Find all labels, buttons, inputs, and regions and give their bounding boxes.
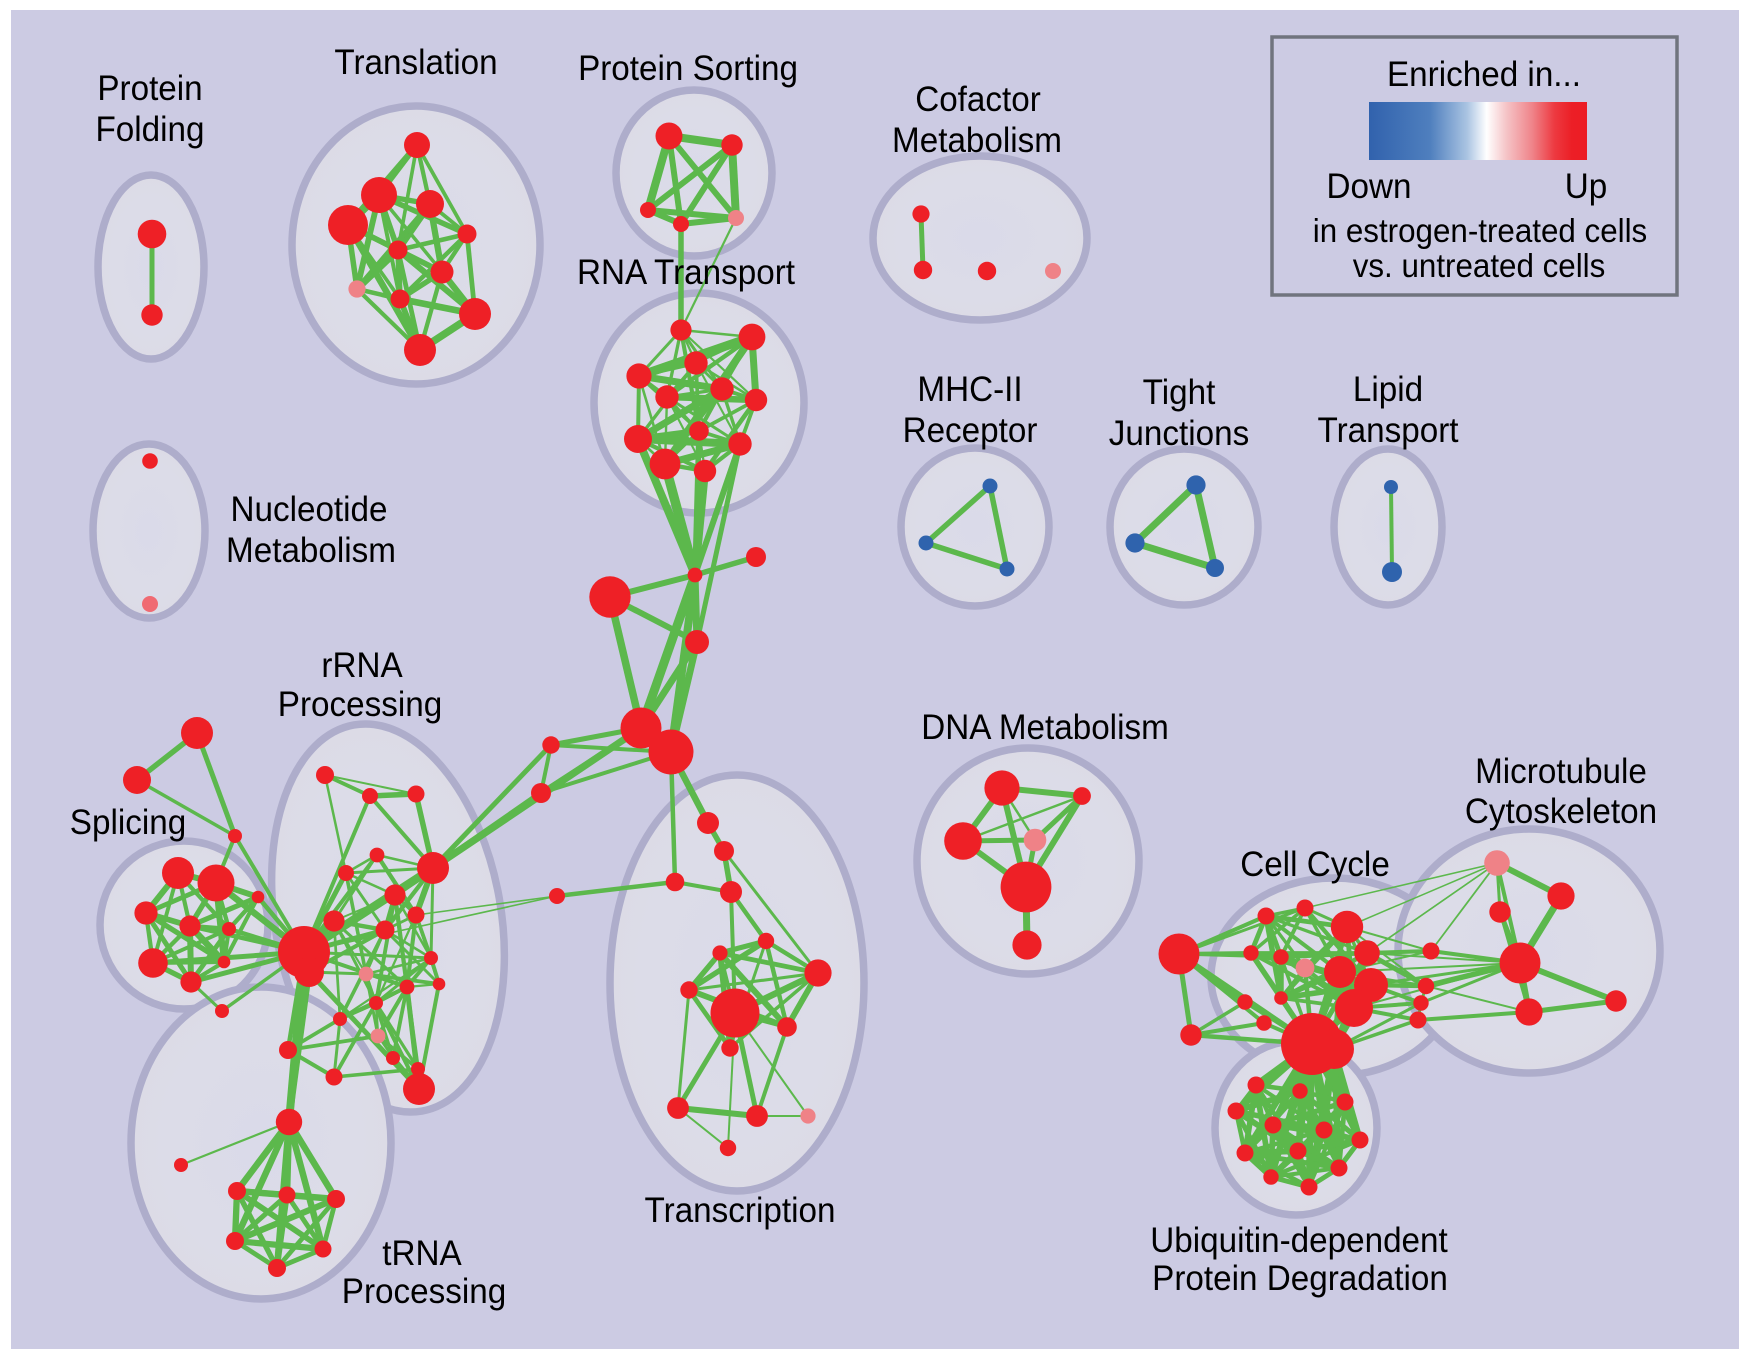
- svg-text:Ubiquitin-dependent: Ubiquitin-dependent: [1150, 1221, 1448, 1260]
- svg-text:Processing: Processing: [278, 685, 442, 724]
- svg-text:Protein: Protein: [97, 69, 202, 108]
- svg-text:Cofactor: Cofactor: [915, 80, 1041, 119]
- svg-text:Microtubule: Microtubule: [1475, 752, 1647, 791]
- svg-text:Tight: Tight: [1143, 373, 1216, 412]
- svg-text:Receptor: Receptor: [903, 411, 1038, 450]
- svg-text:Metabolism: Metabolism: [892, 121, 1062, 160]
- svg-text:Translation: Translation: [334, 43, 497, 82]
- svg-text:Enriched in...: Enriched in...: [1387, 55, 1581, 94]
- svg-text:DNA Metabolism: DNA Metabolism: [921, 708, 1169, 747]
- svg-text:Processing: Processing: [342, 1272, 506, 1311]
- svg-text:Metabolism: Metabolism: [226, 531, 396, 570]
- svg-text:MHC-II: MHC-II: [917, 370, 1022, 409]
- svg-text:Cytoskeleton: Cytoskeleton: [1465, 792, 1657, 831]
- svg-text:Transport: Transport: [1317, 411, 1459, 450]
- svg-text:in estrogen-treated cells: in estrogen-treated cells: [1313, 212, 1647, 249]
- svg-text:Folding: Folding: [95, 110, 204, 149]
- svg-text:Protein Degradation: Protein Degradation: [1152, 1259, 1448, 1298]
- svg-text:Junctions: Junctions: [1109, 414, 1249, 453]
- svg-text:Nucleotide: Nucleotide: [230, 490, 387, 529]
- svg-text:Protein Sorting: Protein Sorting: [578, 49, 798, 88]
- svg-text:Cell Cycle: Cell Cycle: [1240, 845, 1390, 884]
- svg-text:Lipid: Lipid: [1353, 370, 1423, 409]
- svg-text:tRNA: tRNA: [382, 1234, 462, 1273]
- svg-text:rRNA: rRNA: [321, 646, 402, 685]
- svg-text:Down: Down: [1327, 167, 1412, 206]
- svg-text:Up: Up: [1565, 167, 1607, 206]
- svg-text:Splicing: Splicing: [70, 803, 186, 842]
- svg-text:Transcription: Transcription: [645, 1191, 836, 1230]
- svg-text:vs. untreated cells: vs. untreated cells: [1353, 247, 1606, 284]
- svg-text:RNA Transport: RNA Transport: [577, 253, 795, 292]
